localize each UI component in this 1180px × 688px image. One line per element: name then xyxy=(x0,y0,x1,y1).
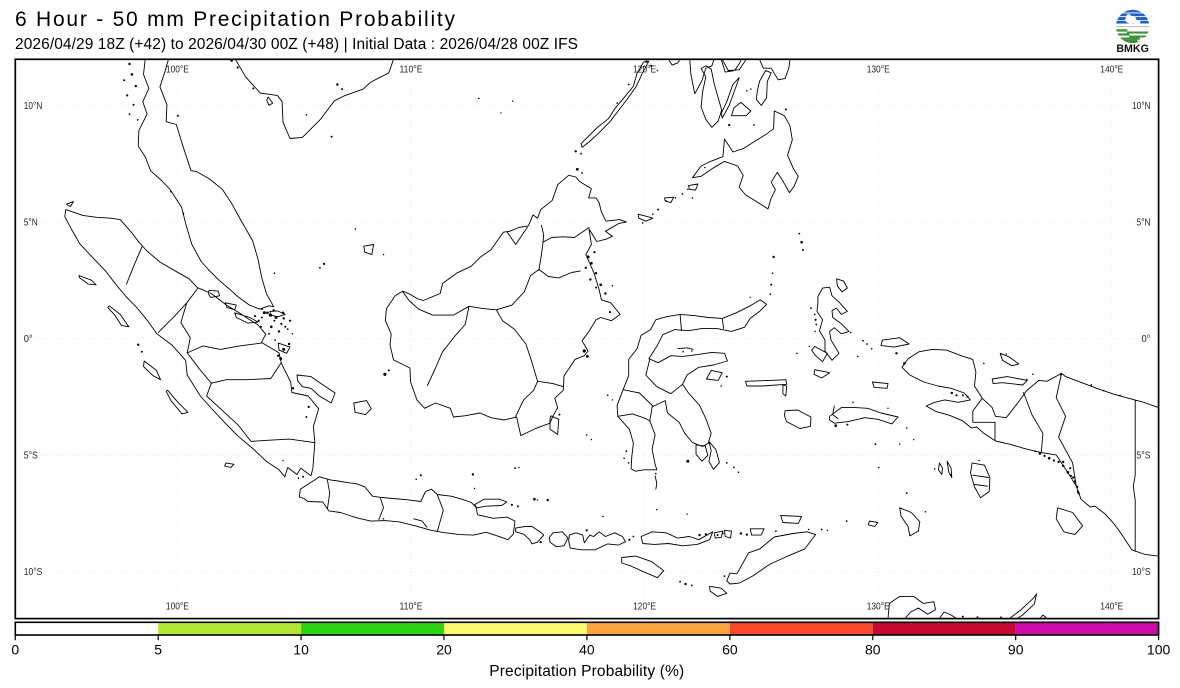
svg-text:0°: 0° xyxy=(1142,333,1151,345)
svg-text:110°E: 110°E xyxy=(400,601,423,613)
svg-text:140°E: 140°E xyxy=(1100,601,1123,613)
svg-text:90: 90 xyxy=(1008,642,1024,658)
svg-text:140°E: 140°E xyxy=(1100,64,1123,76)
svg-text:110°E: 110°E xyxy=(400,64,423,76)
svg-text:2026/04/29 18Z (+42) to 2026/0: 2026/04/29 18Z (+42) to 2026/04/30 00Z (… xyxy=(15,36,578,53)
svg-text:40: 40 xyxy=(579,642,595,658)
svg-text:20: 20 xyxy=(436,642,452,658)
svg-text:60: 60 xyxy=(722,642,738,658)
svg-text:BMKG: BMKG xyxy=(1116,43,1149,55)
svg-text:100: 100 xyxy=(1147,642,1171,658)
svg-text:120°E: 120°E xyxy=(633,601,656,613)
svg-text:0: 0 xyxy=(11,642,19,658)
svg-text:5: 5 xyxy=(154,642,162,658)
svg-text:130°E: 130°E xyxy=(867,64,890,76)
svg-text:5°N: 5°N xyxy=(24,217,38,229)
svg-text:10°N: 10°N xyxy=(24,100,43,112)
svg-text:0°: 0° xyxy=(24,333,33,345)
svg-text:10°S: 10°S xyxy=(24,566,43,578)
svg-text:5°S: 5°S xyxy=(1137,450,1151,462)
svg-text:10: 10 xyxy=(293,642,309,658)
svg-text:6 Hour - 50 mm Precipitation P: 6 Hour - 50 mm Precipitation Probability xyxy=(15,8,456,31)
svg-text:100°E: 100°E xyxy=(166,601,189,613)
svg-text:10°N: 10°N xyxy=(1132,100,1151,112)
svg-text:10°S: 10°S xyxy=(1132,566,1151,578)
svg-text:Precipitation Probability (%): Precipitation Probability (%) xyxy=(489,663,684,680)
svg-text:130°E: 130°E xyxy=(867,601,890,613)
svg-text:5°N: 5°N xyxy=(1137,217,1151,229)
svg-text:5°S: 5°S xyxy=(24,450,38,462)
svg-text:80: 80 xyxy=(865,642,881,658)
svg-text:100°E: 100°E xyxy=(166,64,189,76)
